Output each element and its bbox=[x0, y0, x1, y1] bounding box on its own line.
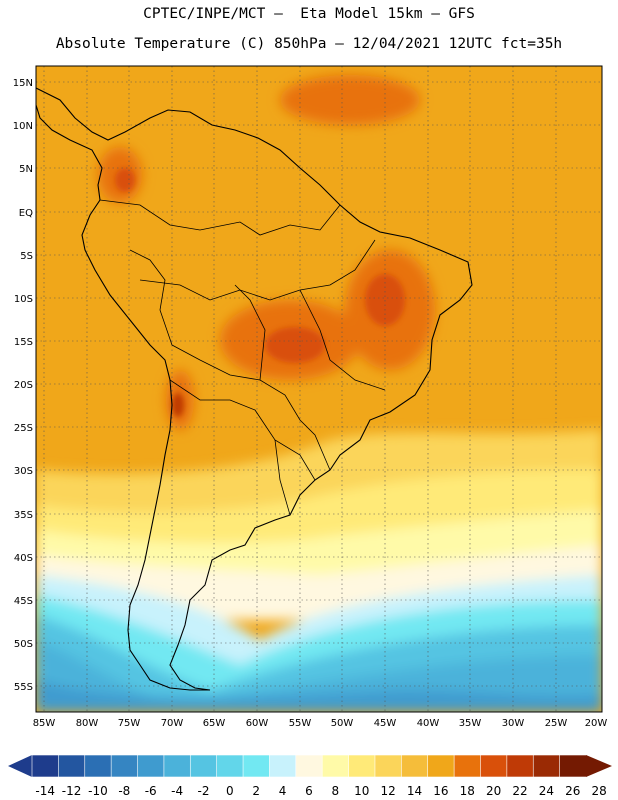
lat-axis: 15N 10N 5N EQ 5S 10S 15S 20S 25S 30S 35S… bbox=[13, 78, 33, 693]
colorbar-segment bbox=[137, 754, 165, 778]
colorbar-label: 26 bbox=[565, 784, 580, 798]
colorbar-right-arrow bbox=[586, 755, 612, 777]
chart-title-line1: CPTEC/INPE/MCT – Eta Model 15km – GFS bbox=[143, 6, 475, 22]
colorbar-segment bbox=[374, 754, 403, 778]
map-frame bbox=[35, 65, 603, 713]
colorbar-segment bbox=[401, 754, 429, 778]
colorbar-label: 28 bbox=[592, 784, 607, 798]
colorbar-label: -2 bbox=[197, 784, 209, 798]
colorbar-label: 18 bbox=[460, 784, 475, 798]
colorbar-segment bbox=[348, 754, 376, 778]
colorbar-label: 22 bbox=[512, 784, 527, 798]
lon-label-60w: 60W bbox=[246, 718, 269, 729]
colorbar-label: -4 bbox=[171, 784, 183, 798]
colorbar-left-arrow bbox=[8, 755, 32, 777]
colorbar-segment bbox=[453, 754, 482, 778]
lat-label-15s: 15S bbox=[14, 337, 33, 348]
lat-label-15n: 15N bbox=[13, 78, 33, 89]
colorbar-segment bbox=[163, 754, 192, 778]
lat-label-50s: 50S bbox=[14, 639, 33, 650]
colorbar-segment bbox=[506, 754, 535, 778]
colorbar-segment bbox=[295, 754, 323, 778]
lon-label-65w: 65W bbox=[203, 718, 226, 729]
colorbar-segment bbox=[532, 754, 561, 778]
colorbar-label: -12 bbox=[62, 784, 82, 798]
colorbar-segment bbox=[216, 754, 244, 778]
lat-label-10n: 10N bbox=[13, 121, 33, 132]
colorbar-label: 10 bbox=[354, 784, 369, 798]
colorbar-segment bbox=[559, 754, 587, 778]
colorbar-segment bbox=[480, 754, 508, 778]
lat-label-5n: 5N bbox=[19, 164, 33, 175]
colorbar-label: 6 bbox=[305, 784, 313, 798]
lat-label-eq: EQ bbox=[19, 208, 33, 219]
lat-label-20s: 20S bbox=[14, 380, 33, 391]
temperature-field bbox=[36, 66, 602, 712]
lon-label-45w: 45W bbox=[374, 718, 397, 729]
colorbar-label: -8 bbox=[118, 784, 130, 798]
colorbar-segment bbox=[189, 754, 218, 778]
lat-label-40s: 40S bbox=[14, 553, 33, 564]
field-band-m4 bbox=[36, 680, 602, 712]
colorbar-segment bbox=[31, 754, 60, 778]
lon-label-30w: 30W bbox=[502, 718, 525, 729]
lon-label-80w: 80W bbox=[76, 718, 99, 729]
colorbar-label: 12 bbox=[381, 784, 396, 798]
colorbar-label: -14 bbox=[35, 784, 55, 798]
colorbar-label: -6 bbox=[145, 784, 157, 798]
colorbar-label: 0 bbox=[226, 784, 234, 798]
colorbar-label: 4 bbox=[279, 784, 287, 798]
colorbar-label: 2 bbox=[252, 784, 260, 798]
colorbar-label: 16 bbox=[433, 784, 448, 798]
colorbar-label: 14 bbox=[407, 784, 422, 798]
lon-label-75w: 75W bbox=[118, 718, 141, 729]
lat-label-35s: 35S bbox=[14, 510, 33, 521]
colorbar-segment bbox=[58, 754, 86, 778]
lon-label-70w: 70W bbox=[161, 718, 184, 729]
lat-label-45s: 45S bbox=[14, 596, 33, 607]
country-borders bbox=[99, 199, 386, 516]
colorbar-segment bbox=[269, 754, 297, 778]
colorbar-segment bbox=[427, 754, 455, 778]
lat-label-55s: 55S bbox=[14, 682, 33, 693]
lon-label-85w: 85W bbox=[33, 718, 56, 729]
lat-label-10s: 10S bbox=[14, 294, 33, 305]
chart-title-line2: Absolute Temperature (C) 850hPa – 12/04/… bbox=[55, 36, 563, 52]
lon-label-55w: 55W bbox=[289, 718, 312, 729]
lon-label-40w: 40W bbox=[417, 718, 440, 729]
lon-label-20w: 20W bbox=[585, 718, 608, 729]
colorbar: -14 -12 -10 -8 -6 -4 -2 0 2 4 6 8 10 12 14 16 18 20 22 24 26… bbox=[8, 754, 612, 798]
lat-label-5s: 5S bbox=[20, 251, 33, 262]
lat-label-30s: 30S bbox=[14, 466, 33, 477]
colorbar-segment bbox=[242, 754, 271, 778]
colorbar-segment bbox=[110, 754, 139, 778]
lon-label-35w: 35W bbox=[459, 718, 482, 729]
colorbar-label: 20 bbox=[486, 784, 501, 798]
lon-label-50w: 50W bbox=[331, 718, 354, 729]
lat-label-25s: 25S bbox=[14, 423, 33, 434]
colorbar-segment bbox=[321, 754, 350, 778]
colorbar-label: -10 bbox=[88, 784, 108, 798]
lon-label-25w: 25W bbox=[545, 718, 568, 729]
field-core-atlantic bbox=[280, 75, 420, 125]
colorbar-label: 24 bbox=[539, 784, 554, 798]
colorbar-label: 8 bbox=[332, 784, 340, 798]
colorbar-segment bbox=[84, 754, 112, 778]
lon-axis: 85W 80W 75W 70W 65W 60W 55W 50W 45W 40W … bbox=[33, 718, 608, 729]
coastline bbox=[36, 87, 473, 691]
